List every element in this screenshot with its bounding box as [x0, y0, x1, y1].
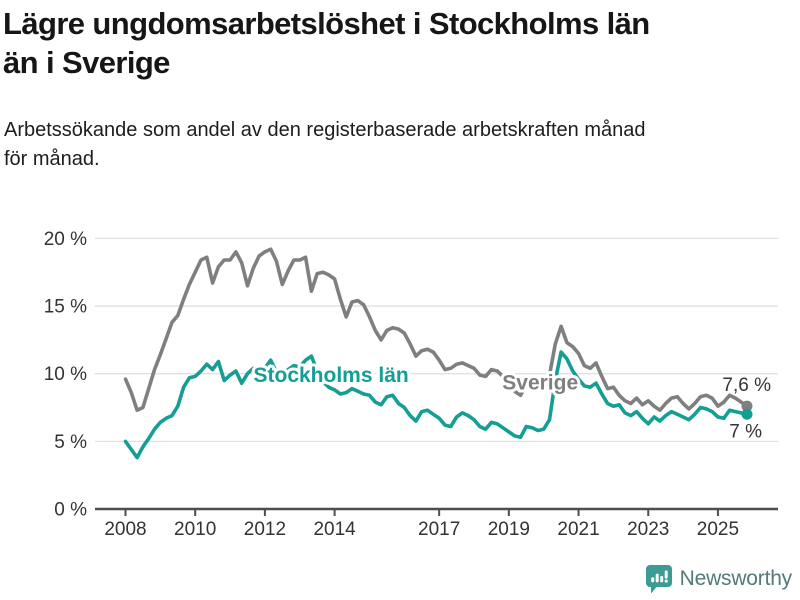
y-tick-label: 0 %	[54, 500, 87, 521]
x-tick-label: 2017	[418, 519, 460, 540]
x-tick-label: 2010	[174, 519, 216, 540]
stockholms-l-n-line	[123, 350, 749, 460]
newsworthy-brand-text: Newsworthy	[679, 567, 793, 590]
x-tick-label: 2025	[697, 519, 739, 540]
sverige-end-value-label: 7,6 %	[722, 375, 771, 396]
subtitle-line-1: Arbetssökande som andel av den registerb…	[4, 119, 646, 141]
y-tick-label: 15 %	[44, 297, 87, 318]
x-tick-label: 2012	[244, 519, 286, 540]
y-gridlines	[95, 237, 778, 443]
chart-header: Lägre ungdomsarbetslöshet i Stockholms l…	[3, 4, 797, 82]
end-value-labels: 7,6 % 7 %	[722, 375, 771, 442]
sverige-series-label: Sverige	[502, 371, 578, 394]
title-line-1: Lägre ungdomsarbetslöshet i Stockholms l…	[3, 6, 650, 41]
x-axis: 2008 2010 2012 2014 2017 2019 2021 2023 2025	[95, 507, 778, 540]
stockholms-l-n-series-label: Stockholms län	[254, 364, 409, 387]
y-axis-tick-labels: 0 % 5 % 10 % 15 % 20 %	[44, 229, 87, 521]
x-tick-label: 2014	[313, 519, 356, 540]
y-tick-label: 5 %	[54, 432, 87, 453]
newsworthy-logo: Newsworthy	[645, 564, 792, 594]
sverige-end-dot	[741, 400, 753, 412]
y-tick-label: 20 %	[44, 229, 87, 250]
y-tick-label: 10 %	[44, 364, 87, 385]
series-lines	[123, 247, 753, 460]
logo-bubble-shape	[645, 565, 672, 594]
newsworthy-logo-icon	[645, 565, 672, 594]
stockholms-l-n-end-value-label: 7 %	[729, 421, 762, 442]
x-tick-label: 2019	[488, 519, 530, 540]
chart-subtitle: Arbetssökande som andel av den registerb…	[4, 116, 794, 174]
sverige-line	[123, 247, 749, 413]
x-tick-label: 2021	[557, 519, 599, 540]
page-title: Lägre ungdomsarbetslöshet i Stockholms l…	[3, 4, 797, 82]
logo-bars-glyph	[650, 570, 668, 583]
title-line-2: än i Sverige	[3, 45, 170, 80]
subtitle-line-2: för månad.	[4, 148, 100, 170]
x-tick-label: 2008	[104, 519, 146, 540]
x-tick-label: 2023	[627, 519, 669, 540]
stockholms-l-n-end-dot	[741, 408, 753, 420]
series-inline-labels: Sverige Stockholms län	[251, 361, 582, 397]
